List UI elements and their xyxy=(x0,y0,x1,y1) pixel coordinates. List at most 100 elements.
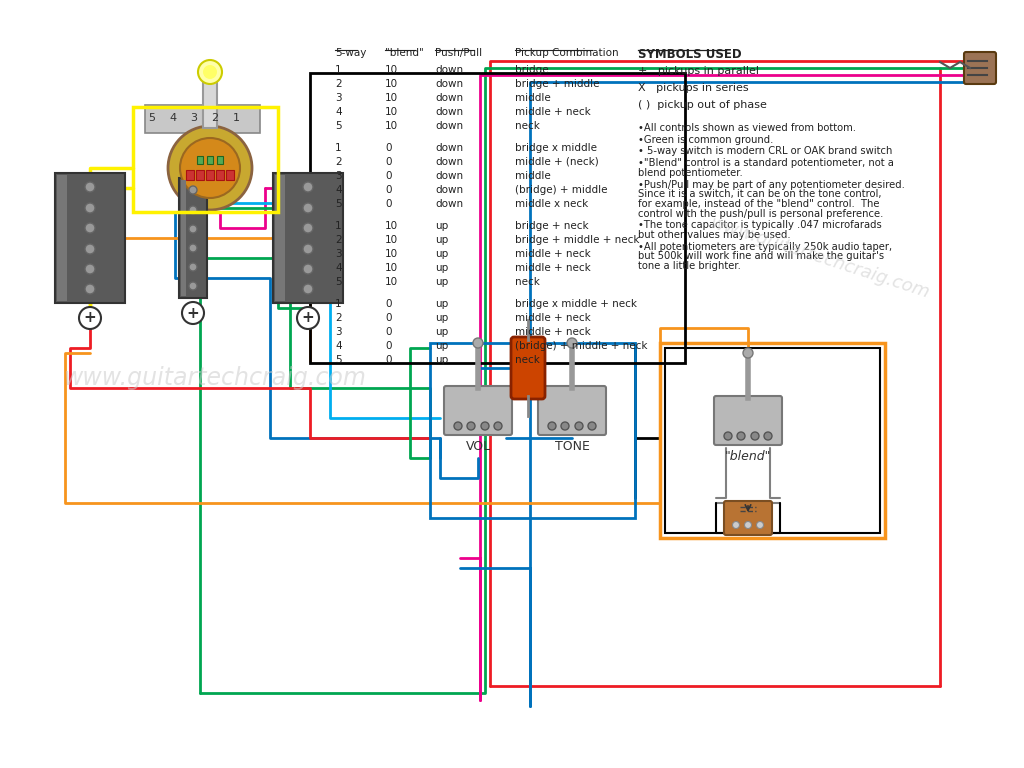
Bar xyxy=(203,80,217,128)
Bar xyxy=(430,343,635,518)
Text: •All potentiometers are typically 250k audio taper,: •All potentiometers are typically 250k a… xyxy=(638,242,892,252)
Text: 1: 1 xyxy=(335,143,342,153)
Text: 0: 0 xyxy=(385,341,391,351)
Text: up: up xyxy=(435,327,449,337)
Circle shape xyxy=(189,186,197,194)
Bar xyxy=(275,175,285,301)
Text: 5: 5 xyxy=(148,113,156,123)
Circle shape xyxy=(85,223,95,233)
Text: 10: 10 xyxy=(385,107,398,117)
Text: 4: 4 xyxy=(335,341,342,351)
Text: VOL: VOL xyxy=(466,439,490,452)
Text: www.guitartechcraig.com: www.guitartechcraig.com xyxy=(708,214,932,302)
Text: bridge + middle + neck: bridge + middle + neck xyxy=(515,235,640,245)
Text: •The tone capacitor is typically .047 microfarads: •The tone capacitor is typically .047 mi… xyxy=(638,220,882,230)
Text: blend potentiometer.: blend potentiometer. xyxy=(638,167,742,178)
Bar xyxy=(217,156,223,164)
Text: 10: 10 xyxy=(385,93,398,103)
Circle shape xyxy=(182,302,204,324)
Text: down: down xyxy=(435,121,463,131)
Circle shape xyxy=(473,338,483,348)
Circle shape xyxy=(737,432,745,440)
FancyBboxPatch shape xyxy=(511,337,545,399)
Bar xyxy=(665,348,880,533)
Circle shape xyxy=(764,432,772,440)
Text: up: up xyxy=(435,277,449,287)
Text: Pickup Combination: Pickup Combination xyxy=(515,48,618,58)
Circle shape xyxy=(751,432,759,440)
Bar xyxy=(181,180,186,296)
Circle shape xyxy=(79,307,101,329)
Text: down: down xyxy=(435,93,463,103)
Text: TONE: TONE xyxy=(555,439,590,452)
Text: 3: 3 xyxy=(335,171,342,181)
Bar xyxy=(196,170,204,180)
Text: 4: 4 xyxy=(335,263,342,273)
Circle shape xyxy=(732,521,739,528)
Circle shape xyxy=(757,521,764,528)
Text: 0: 0 xyxy=(385,157,391,167)
Text: X   pickups in series: X pickups in series xyxy=(638,83,749,93)
Text: middle + neck: middle + neck xyxy=(515,107,591,117)
Bar xyxy=(206,170,214,180)
Circle shape xyxy=(303,244,313,254)
Text: 3: 3 xyxy=(335,249,342,259)
Text: 3: 3 xyxy=(335,327,342,337)
Bar xyxy=(216,170,224,180)
Circle shape xyxy=(198,60,222,84)
Circle shape xyxy=(189,244,197,252)
Text: neck: neck xyxy=(515,121,540,131)
Text: down: down xyxy=(435,107,463,117)
Text: but 500k will work fine and will make the guitar's: but 500k will work fine and will make th… xyxy=(638,251,884,261)
Text: middle: middle xyxy=(515,93,551,103)
Text: 5-way: 5-way xyxy=(335,48,367,58)
Circle shape xyxy=(303,203,313,213)
Text: up: up xyxy=(435,263,449,273)
Text: tone a little brighter.: tone a little brighter. xyxy=(638,261,741,271)
Text: control with the push/pull is personal preference.: control with the push/pull is personal p… xyxy=(638,209,884,219)
Text: 10: 10 xyxy=(385,121,398,131)
Text: bridge x middle + neck: bridge x middle + neck xyxy=(515,299,637,309)
Bar xyxy=(133,107,278,212)
Text: (bridge) + middle: (bridge) + middle xyxy=(515,185,607,195)
Text: down: down xyxy=(435,143,463,153)
Circle shape xyxy=(203,65,217,79)
Circle shape xyxy=(454,422,462,430)
Text: up: up xyxy=(435,355,449,365)
Bar xyxy=(186,170,194,180)
Text: 10: 10 xyxy=(385,263,398,273)
Text: SYMBOLS USED: SYMBOLS USED xyxy=(638,48,741,61)
Circle shape xyxy=(85,203,95,213)
Text: up: up xyxy=(435,299,449,309)
Text: 4: 4 xyxy=(169,113,176,123)
Circle shape xyxy=(189,206,197,214)
Text: 0: 0 xyxy=(385,171,391,181)
Circle shape xyxy=(561,422,569,430)
Text: +: + xyxy=(186,306,200,320)
Text: down: down xyxy=(435,65,463,75)
Text: • 5-way switch is modern CRL or OAK brand switch: • 5-way switch is modern CRL or OAK bran… xyxy=(638,147,892,157)
Text: down: down xyxy=(435,157,463,167)
Text: 5: 5 xyxy=(335,121,342,131)
Circle shape xyxy=(180,138,240,198)
FancyBboxPatch shape xyxy=(724,501,772,535)
Text: •Green is common ground.: •Green is common ground. xyxy=(638,134,773,144)
Bar xyxy=(55,173,125,303)
Text: bridge: bridge xyxy=(515,65,549,75)
FancyBboxPatch shape xyxy=(964,52,996,84)
Text: middle + neck: middle + neck xyxy=(515,313,591,323)
Text: middle + neck: middle + neck xyxy=(515,327,591,337)
Circle shape xyxy=(567,338,577,348)
Text: 0: 0 xyxy=(385,327,391,337)
Text: 10: 10 xyxy=(385,79,398,89)
Text: 0: 0 xyxy=(385,299,391,309)
Text: 10: 10 xyxy=(385,221,398,231)
Text: 0: 0 xyxy=(385,313,391,323)
Text: 1: 1 xyxy=(335,65,342,75)
Text: up: up xyxy=(435,313,449,323)
Text: 2: 2 xyxy=(335,79,342,89)
Circle shape xyxy=(724,432,732,440)
Circle shape xyxy=(85,244,95,254)
Text: 2: 2 xyxy=(335,313,342,323)
Text: down: down xyxy=(435,171,463,181)
